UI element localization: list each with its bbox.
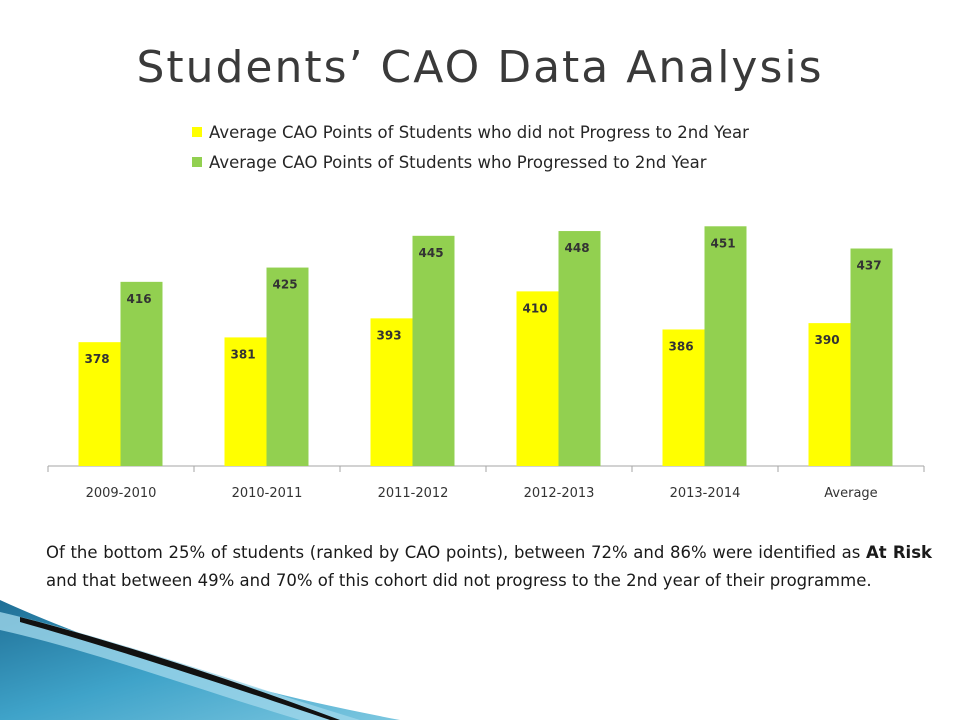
bar-value-label: 437 <box>857 259 882 273</box>
bar-not-progress-Average <box>808 323 851 466</box>
bar-not-progress-2012-2013 <box>516 291 559 466</box>
bar-value-label: 451 <box>711 236 736 250</box>
caption-text: Of the bottom 25% of students (ranked by… <box>46 539 932 595</box>
legend-swatch-green <box>192 157 202 167</box>
legend-swatch-yellow <box>192 127 202 137</box>
bar-value-label: 378 <box>85 352 110 366</box>
legend-label-progressed: Average CAO Points of Students who Progr… <box>209 152 707 172</box>
x-tick-label: 2012-2013 <box>524 486 595 501</box>
bar-value-label: 425 <box>273 278 298 292</box>
caption-bold-at-risk: At Risk <box>866 543 932 562</box>
bar-not-progress-2009-2010 <box>78 342 121 466</box>
chart-legend: Average CAO Points of Students who did n… <box>192 117 749 177</box>
bar-value-label: 410 <box>523 301 548 315</box>
caption-part1: Of the bottom 25% of students (ranked by… <box>46 543 867 562</box>
bar-not-progress-2011-2012 <box>370 318 413 466</box>
bar-progressed-2012-2013 <box>558 231 601 466</box>
bar-progressed-Average <box>850 248 893 466</box>
bar-value-label: 386 <box>669 339 694 353</box>
legend-item-progressed: Average CAO Points of Students who Progr… <box>192 147 749 177</box>
bar-progressed-2010-2011 <box>266 267 309 466</box>
x-tick-label: 2013-2014 <box>670 486 741 501</box>
bar-value-label: 448 <box>565 241 590 255</box>
bar-value-label: 393 <box>377 328 402 342</box>
x-tick-label: 2011-2012 <box>378 486 449 501</box>
x-tick-label: 2009-2010 <box>86 486 157 501</box>
slide-title: Students’ CAO Data Analysis <box>136 42 824 93</box>
bar-value-label: 390 <box>815 333 840 347</box>
bar-progressed-2009-2010 <box>120 281 163 466</box>
bar-progressed-2013-2014 <box>704 226 747 466</box>
bar-progressed-2011-2012 <box>412 235 455 466</box>
bar-not-progress-2013-2014 <box>662 329 705 466</box>
bar-not-progress-2010-2011 <box>224 337 267 466</box>
legend-label-not-progress: Average CAO Points of Students who did n… <box>209 122 749 142</box>
legend-item-not-progress: Average CAO Points of Students who did n… <box>192 117 749 147</box>
caption-part2: and that between 49% and 70% of this coh… <box>46 571 872 590</box>
x-tick-label: Average <box>824 486 877 501</box>
bar-value-label: 381 <box>231 347 256 361</box>
x-tick-label: 2010-2011 <box>232 486 303 501</box>
bar-value-label: 445 <box>419 246 444 260</box>
bar-value-label: 416 <box>127 292 152 306</box>
